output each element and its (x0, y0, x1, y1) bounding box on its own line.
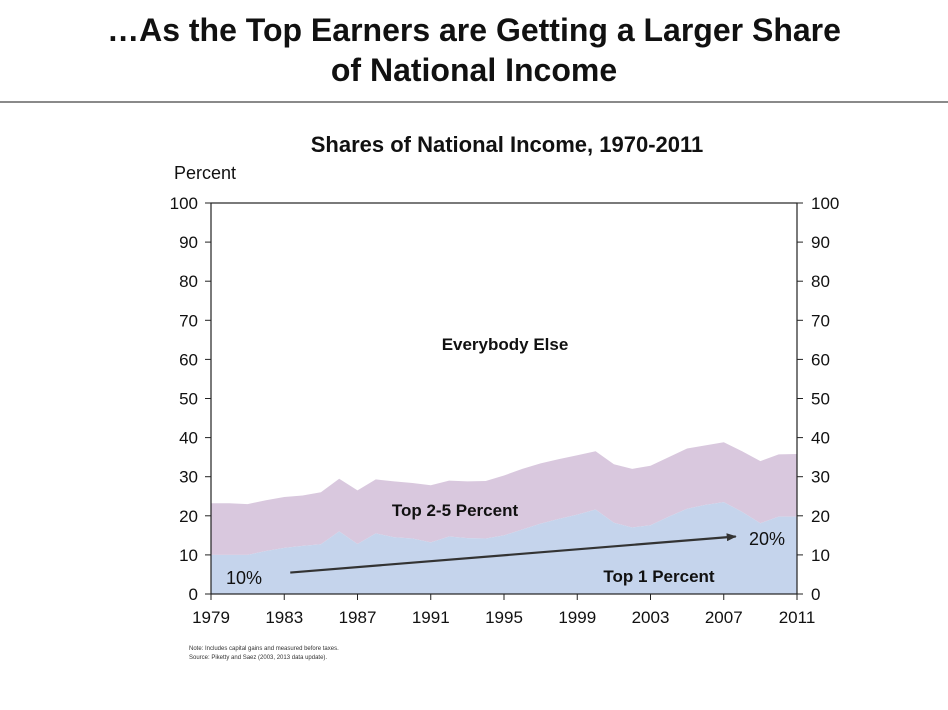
y-tick-label-right: 50 (811, 390, 830, 409)
y-tick-label-right: 70 (811, 311, 830, 330)
slide-title-line-1: …As the Top Earners are Getting a Larger… (107, 12, 841, 48)
x-tick-label: 1999 (558, 608, 596, 627)
annotation-arrow (290, 533, 737, 574)
chart-source: Source: Piketty and Saez (2003, 2013 dat… (189, 655, 328, 661)
series-label-everybody-else: Everybody Else (442, 335, 569, 354)
y-tick-label-left: 40 (179, 429, 198, 448)
x-tick-label: 2003 (632, 608, 670, 627)
y-tick-label-right: 100 (811, 194, 839, 213)
x-tick-label: 2007 (705, 608, 743, 627)
y-tick-label-left: 70 (179, 311, 198, 330)
y-tick-label-left: 50 (179, 390, 198, 409)
y-tick-label-right: 30 (811, 468, 830, 487)
y-tick-label-left: 90 (179, 233, 198, 252)
y-tick-label-right: 90 (811, 233, 830, 252)
y-tick-label-left: 60 (179, 350, 198, 369)
y-tick-label-left: 30 (179, 468, 198, 487)
y-tick-label-left: 80 (179, 272, 198, 291)
labels-layer: 0 0 10 10 20 20 30 30 40 40 50 50 60 60 70 70 80 80 90 90 10… (170, 194, 840, 627)
area-layer (211, 203, 797, 594)
y-tick-label-right: 60 (811, 350, 830, 369)
x-tick-label: 1995 (485, 608, 523, 627)
y-tick-label-right: 10 (811, 546, 830, 565)
chart-note: Note: Includes capital gains and measure… (189, 646, 339, 652)
y-axis-label: Percent (174, 163, 236, 183)
annotation-10-percent: 10% (226, 568, 262, 588)
y-tick-label-left: 0 (189, 585, 198, 604)
y-tick-label-right: 80 (811, 272, 830, 291)
slide-title: …As the Top Earners are Getting a Larger… (0, 10, 948, 90)
x-tick-label: 2011 (779, 608, 816, 627)
x-tick-label: 1991 (412, 608, 450, 627)
y-tick-label-left: 20 (179, 507, 198, 526)
series-label-top-2-5-percent: Top 2-5 Percent (392, 501, 519, 520)
title-divider (0, 101, 948, 103)
y-tick-label-right: 20 (811, 507, 830, 526)
y-tick-label-left: 100 (170, 194, 198, 213)
y-tick-label-right: 40 (811, 429, 830, 448)
annotation-20-percent: 20% (749, 529, 785, 549)
chart-title: Shares of National Income, 1970-2011 (311, 132, 704, 157)
slide-title-line-2: of National Income (330, 52, 618, 88)
series-label-top-1-percent: Top 1 Percent (603, 567, 714, 586)
area-top-2-5-percent (211, 442, 797, 555)
y-tick-label-left: 10 (179, 546, 198, 565)
axes-layer (205, 202, 803, 600)
area-top-1-percent (211, 502, 797, 594)
x-tick-label: 1979 (192, 608, 230, 627)
y-tick-label-right: 0 (811, 585, 820, 604)
x-tick-label: 1987 (339, 608, 377, 627)
x-tick-label: 1983 (265, 608, 303, 627)
